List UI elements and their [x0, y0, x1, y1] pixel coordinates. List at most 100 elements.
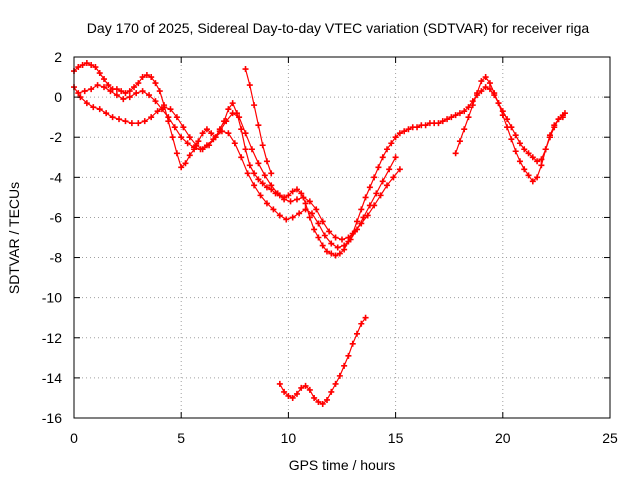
data-point [298, 190, 305, 197]
data-point [444, 116, 451, 123]
series-3 [75, 82, 403, 243]
data-point [315, 234, 322, 241]
x-tick-label: 5 [177, 430, 185, 446]
data-point [384, 182, 391, 189]
data-point [465, 104, 472, 111]
data-point [298, 384, 305, 391]
data-point [384, 146, 391, 153]
data-point [182, 160, 189, 167]
data-point [255, 122, 262, 129]
data-point [534, 174, 541, 181]
data-point [242, 66, 249, 73]
data-point [246, 162, 253, 169]
data-point [173, 114, 180, 121]
y-axis-label: SDTVAR / TECUs [6, 182, 22, 294]
data-point [92, 64, 99, 71]
data-point [88, 86, 95, 93]
data-point [375, 164, 382, 171]
data-point [328, 250, 335, 257]
data-point [332, 380, 339, 387]
data-point [96, 106, 103, 113]
data-point [452, 112, 459, 119]
data-point [306, 386, 313, 393]
data-point [302, 200, 309, 207]
data-point [319, 400, 326, 407]
data-point [139, 74, 146, 81]
data-point [101, 84, 108, 91]
data-point [293, 186, 300, 193]
x-tick-label: 20 [495, 430, 511, 446]
data-point [422, 122, 429, 129]
data-point [521, 146, 528, 153]
data-point [122, 90, 129, 97]
data-point [495, 100, 502, 107]
x-axis-label: GPS time / hours [289, 457, 396, 473]
data-point [186, 152, 193, 159]
data-point [551, 122, 558, 129]
data-point [486, 80, 493, 87]
series-layer [71, 60, 568, 407]
data-point [296, 210, 303, 217]
data-point [197, 146, 204, 153]
data-point [379, 154, 386, 161]
data-point [225, 106, 232, 113]
data-point [341, 362, 348, 369]
data-point [529, 178, 536, 185]
data-point [336, 372, 343, 379]
data-point [302, 206, 309, 213]
data-point [396, 130, 403, 137]
data-point [105, 82, 112, 89]
series-trace [78, 84, 401, 241]
data-point [148, 114, 155, 121]
y-tick-label: -4 [50, 169, 63, 185]
data-point [126, 94, 133, 101]
data-point [79, 62, 86, 69]
data-point [156, 88, 163, 95]
data-point [199, 130, 206, 137]
data-point [478, 88, 485, 95]
data-point [242, 130, 249, 137]
series-trace [455, 76, 564, 183]
data-point [191, 144, 198, 151]
data-point [379, 178, 386, 185]
data-point [377, 192, 384, 199]
data-point [251, 102, 258, 109]
data-point [512, 132, 519, 139]
data-point [139, 88, 146, 95]
x-tick-label: 15 [388, 430, 404, 446]
data-point [499, 112, 506, 119]
y-tick-label: -16 [42, 410, 62, 426]
data-point [482, 74, 489, 81]
data-point [542, 146, 549, 153]
data-point [504, 124, 511, 131]
data-point [315, 398, 322, 405]
data-point [319, 242, 326, 249]
data-point [482, 84, 489, 91]
series-trace [279, 317, 367, 405]
data-point [259, 142, 266, 149]
y-tick-label: -14 [42, 370, 62, 386]
data-point [113, 92, 120, 99]
data-point [203, 126, 210, 133]
data-point [180, 124, 187, 131]
data-point [358, 206, 365, 213]
data-point [270, 206, 277, 213]
series-1 [71, 60, 568, 259]
data-point [184, 140, 191, 147]
data-point [169, 134, 176, 141]
data-point [229, 110, 236, 117]
data-point [308, 210, 315, 217]
data-point [96, 70, 103, 77]
data-point [555, 116, 562, 123]
data-point [255, 160, 262, 167]
data-point [88, 62, 95, 69]
data-point [388, 140, 395, 147]
data-point [276, 212, 283, 219]
data-point [559, 114, 566, 121]
data-point [274, 190, 281, 197]
data-point [83, 60, 90, 67]
data-point [75, 90, 82, 97]
data-point [456, 138, 463, 145]
data-point [113, 86, 120, 93]
